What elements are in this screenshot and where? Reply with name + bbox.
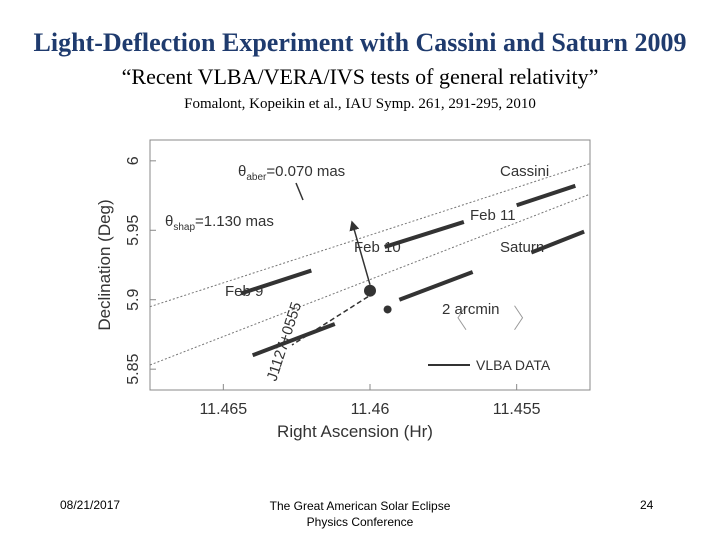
scale-bar-right-bracket xyxy=(514,305,524,331)
observed-segment-cassini-0 xyxy=(240,268,312,296)
x-tick-label-0: 11.465 xyxy=(199,401,247,418)
theta-aber-label: θaber=0.070 mas xyxy=(238,163,345,183)
footer-page-number: 24 xyxy=(640,498,654,512)
x-tick-label-2: 11.455 xyxy=(493,401,541,418)
saturn-point xyxy=(383,305,392,314)
y-tick-label-2: 5.95 xyxy=(125,215,142,246)
observed-segment-saturn-2 xyxy=(530,229,585,255)
source-label: J1127+0555 xyxy=(264,300,305,383)
citation: Fomalont, Kopeikin et al., IAU Symp. 261… xyxy=(184,96,536,112)
aberration-leader xyxy=(295,182,304,201)
y-tick-label-1: 5.9 xyxy=(125,289,142,311)
y-tick-label-3: 6 xyxy=(125,156,142,165)
observed-segment-saturn-1 xyxy=(398,270,474,302)
observed-segment-saturn-0 xyxy=(251,322,336,358)
footer-conference-line2: Physics Conference xyxy=(306,515,414,529)
scale-bar-label: 2 arcmin xyxy=(442,301,500,318)
scale-bar-left-bracket xyxy=(457,305,467,331)
cassini-label: Cassini xyxy=(500,163,549,180)
footer-date: 08/21/2017 xyxy=(60,498,121,512)
y-axis-label: Declination (Deg) xyxy=(95,199,114,330)
x-tick-label-1: 11.46 xyxy=(351,401,390,418)
source-direction-line xyxy=(291,296,369,346)
saturn-label: Saturn xyxy=(500,239,544,256)
observed-segment-cassini-2 xyxy=(516,183,576,208)
theta-shap-label: θshap=1.130 mas xyxy=(165,213,274,233)
source-point xyxy=(364,284,376,297)
y-tick-label-0: 5.85 xyxy=(125,353,142,384)
slide-subtitle: “Recent VLBA/VERA/IVS tests of general r… xyxy=(121,64,599,89)
predicted-path-cassini xyxy=(149,163,591,308)
legend-label: VLBA DATA xyxy=(476,357,551,373)
x-axis-label: Right Ascension (Hr) xyxy=(277,422,433,441)
feb11-label: Feb 11 xyxy=(470,207,516,224)
aberration-arrow xyxy=(349,220,371,285)
feb9-label: Feb 9 xyxy=(225,283,263,300)
slide-title: Light-Deflection Experiment with Cassini… xyxy=(33,28,687,57)
feb10-label: Feb 10 xyxy=(354,239,401,256)
footer-conference: The Great American Solar Eclipse Physics… xyxy=(240,498,480,530)
footer-conference-line1: The Great American Solar Eclipse xyxy=(269,499,451,513)
predicted-path-saturn xyxy=(149,193,591,366)
observed-segment-cassini-1 xyxy=(384,220,465,249)
